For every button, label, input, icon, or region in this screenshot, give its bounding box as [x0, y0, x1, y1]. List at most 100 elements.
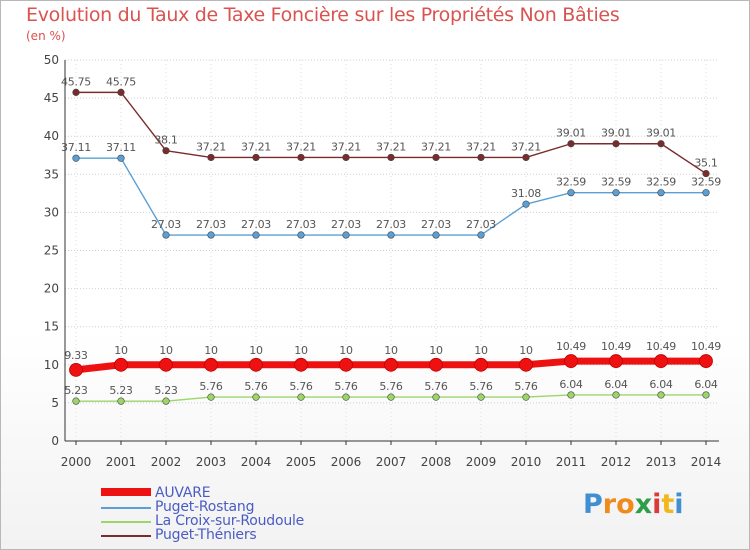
data-label: 10.49 [691, 340, 721, 353]
x-tick-label: 2007 [376, 455, 407, 469]
data-point [432, 231, 440, 239]
y-tick-label: 35 [44, 167, 59, 181]
data-label: 37.21 [466, 140, 496, 153]
data-label: 27.03 [196, 218, 226, 231]
data-label: 10 [474, 344, 488, 357]
logo-letter: t [661, 489, 675, 520]
logo-letter: x [634, 489, 653, 520]
data-point [207, 153, 215, 162]
y-tick-label: 0 [51, 434, 59, 448]
data-point [657, 391, 665, 399]
proxiti-logo: Proxiti [583, 489, 684, 520]
data-point [204, 357, 218, 372]
data-label: 39.01 [601, 127, 631, 140]
data-label: 27.03 [376, 218, 406, 231]
legend-label-la-croix-sur-roudoule: La Croix-sur-Roudoule [155, 513, 305, 529]
data-point [384, 357, 398, 372]
data-point [387, 231, 395, 239]
data-point [702, 189, 710, 197]
data-label: 10 [294, 344, 308, 357]
x-tick-label: 2006 [331, 455, 362, 469]
data-label: 37.11 [106, 141, 136, 154]
data-label: 39.01 [646, 127, 676, 140]
data-point [564, 354, 578, 368]
data-point [72, 88, 80, 96]
data-point [117, 88, 125, 96]
y-tick-label: 50 [44, 53, 59, 67]
data-label: 37.21 [331, 140, 361, 153]
data-point [117, 154, 125, 162]
data-point [567, 140, 575, 148]
data-point [567, 391, 575, 399]
data-point [387, 393, 395, 401]
chart-subtitle: (en %) [26, 29, 66, 43]
data-label: 32.59 [691, 176, 721, 189]
data-label: 10 [204, 344, 218, 357]
legend-swatch-auvare [101, 488, 151, 496]
data-point [522, 200, 530, 208]
logo-letter: r [602, 489, 617, 520]
x-tick-label: 2003 [196, 455, 227, 469]
y-tick-label: 45 [44, 91, 59, 105]
data-point [342, 393, 350, 401]
logo-letter: o [616, 489, 635, 520]
data-label: 32.59 [556, 176, 586, 189]
data-point [477, 231, 485, 239]
data-label: 5.23 [109, 384, 133, 397]
logo-letter: P [583, 489, 603, 520]
data-label: 5.76 [379, 380, 403, 393]
data-label: 5.76 [334, 380, 358, 393]
x-tick-label: 2000 [61, 455, 92, 469]
x-tick-label: 2013 [646, 455, 677, 469]
data-label: 37.21 [511, 140, 541, 153]
data-point [432, 393, 440, 401]
data-label: 10 [384, 344, 398, 357]
data-point [72, 397, 80, 405]
data-label: 31.08 [511, 187, 541, 200]
data-point [477, 153, 485, 162]
data-label: 6.04 [649, 378, 673, 391]
data-label: 5.76 [199, 380, 223, 393]
data-label: 5.23 [64, 384, 88, 397]
x-tick-label: 2008 [421, 455, 452, 469]
data-point [297, 231, 305, 239]
data-label: 32.59 [646, 176, 676, 189]
data-point [522, 393, 530, 401]
data-point [162, 397, 170, 405]
data-point [297, 393, 305, 401]
data-point [702, 391, 710, 399]
data-point [252, 393, 260, 401]
x-tick-label: 2011 [556, 455, 587, 469]
data-label: 37.11 [61, 141, 91, 154]
data-label: 5.76 [244, 380, 268, 393]
data-point [522, 153, 530, 162]
data-point [339, 357, 353, 372]
data-label: 32.59 [601, 176, 631, 189]
data-point [474, 357, 488, 372]
data-label: 10 [159, 344, 173, 357]
y-tick-label: 15 [44, 320, 59, 334]
data-label: 35.1 [694, 157, 717, 170]
data-point [657, 140, 665, 148]
data-label: 5.76 [424, 380, 448, 393]
data-point [252, 231, 260, 239]
data-point [432, 153, 440, 162]
data-point [342, 153, 350, 162]
y-tick-label: 40 [44, 129, 59, 143]
data-point [69, 363, 83, 377]
data-labels: 9.33 10 10 10 10 10 10 10 10 10 10 10.49 10.49 10.49 1… [61, 75, 722, 397]
data-point [117, 397, 125, 405]
data-point [249, 357, 263, 372]
x-tick-label: 2001 [106, 455, 137, 469]
data-point [612, 189, 620, 197]
chart-title: Evolution du Taux de Taxe Foncière sur l… [26, 4, 620, 26]
data-point [702, 169, 710, 178]
data-point [207, 393, 215, 401]
data-point [72, 154, 80, 162]
data-point [612, 140, 620, 148]
data-label: 10.49 [601, 340, 631, 353]
data-label: 5.76 [289, 380, 313, 393]
x-tick-label: 2010 [511, 455, 542, 469]
